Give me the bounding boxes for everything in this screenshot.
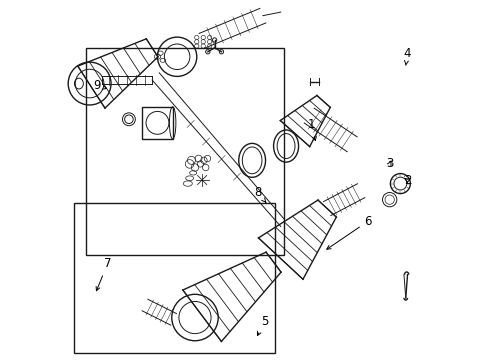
Text: 4: 4	[404, 47, 411, 65]
Bar	[142, 107, 172, 139]
Text: 7: 7	[96, 257, 111, 291]
Bar	[74, 203, 275, 353]
Text: 1: 1	[307, 118, 316, 140]
Bar	[86, 48, 284, 255]
Text: 5: 5	[257, 315, 269, 336]
Text: 6: 6	[327, 215, 372, 249]
Text: 8: 8	[254, 186, 266, 202]
Text: 3: 3	[386, 157, 393, 170]
Text: 2: 2	[404, 174, 411, 186]
Text: 9: 9	[93, 79, 106, 92]
